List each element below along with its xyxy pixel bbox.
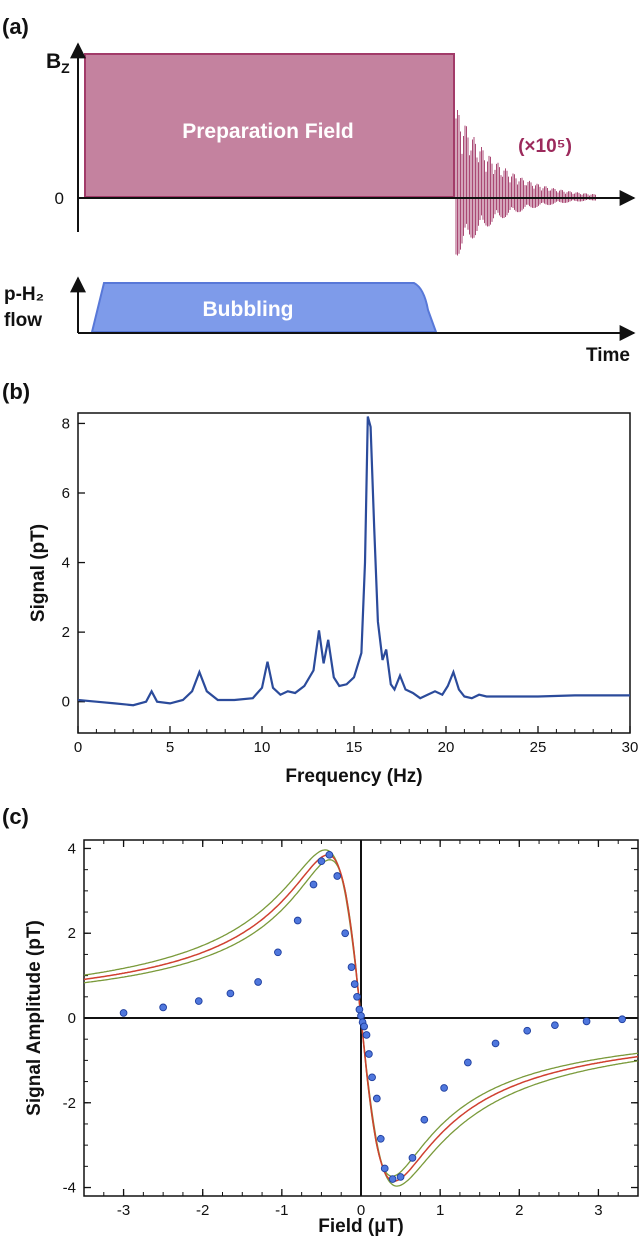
y-tick-label: 0: [62, 694, 70, 711]
data-point: [618, 1015, 627, 1024]
data-point: [293, 916, 302, 925]
data-point: [226, 989, 235, 998]
data-point: [274, 948, 282, 957]
x-tick-label: 2: [515, 1202, 523, 1219]
data-point: [408, 1154, 417, 1162]
x-tick-label: 1: [436, 1202, 444, 1219]
x-tick-label: -2: [196, 1202, 209, 1219]
x-tick-label: 5: [166, 739, 174, 756]
data-point: [254, 978, 262, 986]
y-tick-label: 2: [68, 925, 76, 942]
time-label: Time: [586, 345, 630, 366]
data-point: [159, 1003, 167, 1012]
data-point: [396, 1173, 405, 1181]
preparation-field-label: Preparation Field: [182, 120, 354, 143]
data-point: [325, 850, 334, 859]
data-point: [347, 963, 356, 971]
x-tick-label: 3: [594, 1202, 602, 1219]
data-point: [372, 1094, 381, 1103]
data-point: [360, 1022, 369, 1031]
panel-c-label: (c): [2, 804, 29, 829]
data-point: [463, 1058, 472, 1067]
x-tick-label: 0: [357, 1202, 365, 1219]
data-point: [420, 1115, 429, 1124]
data-point: [523, 1026, 532, 1035]
y-tick-label: 6: [62, 485, 70, 502]
data-point: [440, 1084, 448, 1092]
data-point: [380, 1164, 389, 1173]
preparation-field-block: [84, 53, 455, 198]
data-point: [362, 1031, 371, 1039]
data-point: [350, 980, 359, 988]
x-tick-label: 0: [74, 739, 82, 756]
spectrum-ticks: 0 5 10 15 20 25 30 0 2 4 6 8: [62, 415, 639, 756]
spectrum-plot-frame: [77, 412, 631, 734]
x-tick-label: 25: [530, 739, 547, 756]
field-ticks: -3 -2 -1 0 1 2 3 -4 -2 0 2 4: [63, 840, 639, 1219]
x-tick-label: 20: [438, 739, 455, 756]
data-point: [194, 997, 203, 1005]
flow-label-line2: flow: [4, 310, 42, 331]
data-point: [317, 857, 326, 866]
field-x-label: Field (μT): [318, 1216, 404, 1237]
decay-signal: [455, 109, 596, 256]
spectrum-y-label: Signal (pT): [28, 524, 49, 622]
x-tick-label: -1: [275, 1202, 288, 1219]
panel-b-label: (b): [2, 379, 30, 404]
field-y-label: Signal Amplitude (pT): [24, 920, 45, 1116]
x-tick-label: 15: [346, 739, 363, 756]
zero-label-a: 0: [55, 189, 64, 208]
x-tick-label: -3: [117, 1202, 130, 1219]
spectrum-line: [77, 416, 630, 707]
data-point: [357, 1012, 365, 1020]
x-tick-label: 10: [254, 739, 271, 756]
x-tick-label: 30: [622, 739, 639, 756]
y-tick-label: 2: [62, 624, 70, 641]
data-point: [119, 1009, 128, 1017]
data-point: [368, 1073, 376, 1082]
y-tick-label: 0: [68, 1010, 76, 1027]
data-points: [119, 850, 627, 1183]
data-point: [582, 1017, 591, 1026]
data-point: [309, 880, 318, 889]
y-tick-label: -4: [63, 1180, 76, 1197]
data-point: [333, 872, 342, 880]
y-tick-label: -2: [63, 1095, 76, 1112]
data-point: [491, 1039, 500, 1048]
data-point: [388, 1175, 397, 1183]
data-point: [376, 1134, 385, 1143]
y-tick-label: 4: [62, 555, 70, 572]
flow-label-line1: p-H₂: [4, 284, 44, 305]
multiplier-label: (×10⁵): [518, 136, 572, 157]
panel-a-label: (a): [2, 14, 29, 39]
y-tick-label: 8: [62, 415, 70, 432]
data-point: [355, 1005, 364, 1014]
data-point: [341, 929, 350, 938]
data-point: [551, 1021, 559, 1030]
bubbling-label: Bubbling: [203, 298, 294, 321]
spectrum-x-label: Frequency (Hz): [285, 766, 422, 787]
bubbling-block: [90, 282, 438, 333]
bz-axis-label: BZ: [46, 50, 70, 76]
data-point: [365, 1050, 373, 1058]
y-tick-label: 4: [68, 840, 76, 857]
data-point: [353, 992, 361, 1001]
